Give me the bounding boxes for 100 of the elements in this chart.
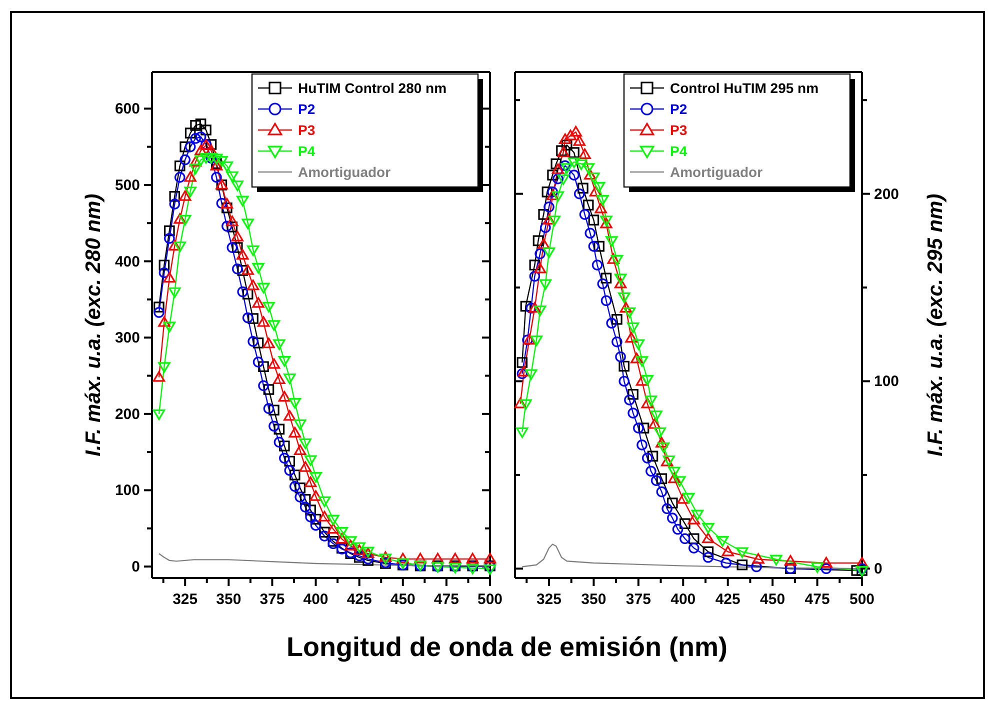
point bbox=[550, 158, 562, 170]
point bbox=[154, 307, 164, 318]
point bbox=[625, 332, 638, 343]
point bbox=[650, 410, 662, 422]
point bbox=[284, 410, 296, 421]
point bbox=[263, 384, 274, 395]
point bbox=[568, 170, 580, 180]
point bbox=[722, 546, 734, 556]
point bbox=[300, 494, 311, 505]
x-tick-label: 350 bbox=[216, 591, 242, 608]
point bbox=[300, 502, 311, 512]
point bbox=[646, 466, 656, 477]
point bbox=[236, 249, 249, 260]
point bbox=[641, 398, 654, 408]
point bbox=[820, 556, 832, 568]
point bbox=[626, 322, 640, 333]
point bbox=[612, 314, 622, 325]
point bbox=[534, 306, 546, 316]
point bbox=[231, 230, 244, 242]
point bbox=[466, 564, 479, 574]
point bbox=[190, 120, 201, 131]
point bbox=[736, 559, 748, 570]
point bbox=[691, 510, 704, 520]
point bbox=[592, 182, 606, 192]
point bbox=[206, 139, 217, 150]
x-tick-label: 375 bbox=[260, 591, 285, 608]
point bbox=[525, 369, 538, 380]
point bbox=[573, 135, 586, 146]
point bbox=[169, 191, 180, 202]
point bbox=[528, 302, 541, 313]
point bbox=[632, 339, 645, 350]
point bbox=[284, 465, 296, 476]
point bbox=[158, 316, 170, 327]
point bbox=[529, 270, 540, 282]
legend-label: P2 bbox=[298, 101, 316, 117]
point bbox=[226, 215, 238, 226]
point bbox=[647, 450, 658, 462]
point bbox=[278, 356, 290, 367]
point bbox=[304, 455, 317, 466]
point bbox=[310, 514, 322, 525]
point bbox=[688, 514, 700, 524]
point bbox=[618, 292, 630, 303]
point bbox=[252, 356, 264, 368]
point bbox=[680, 533, 690, 544]
point bbox=[226, 171, 238, 182]
point bbox=[294, 419, 306, 430]
point bbox=[607, 253, 620, 264]
point bbox=[688, 533, 700, 544]
point bbox=[194, 155, 207, 166]
y-tick-label: 400 bbox=[114, 253, 140, 270]
point bbox=[648, 418, 661, 429]
point bbox=[751, 561, 762, 572]
point bbox=[614, 278, 627, 288]
point bbox=[184, 141, 196, 152]
point bbox=[579, 209, 590, 220]
point bbox=[304, 476, 317, 488]
point bbox=[190, 133, 201, 144]
point bbox=[529, 260, 540, 270]
point bbox=[650, 475, 662, 486]
y2-tick-label: 100 bbox=[874, 373, 900, 390]
point bbox=[615, 351, 626, 362]
y-tick-label: 500 bbox=[114, 176, 140, 194]
point bbox=[274, 424, 285, 435]
point bbox=[154, 302, 164, 312]
point bbox=[538, 238, 550, 249]
point bbox=[624, 394, 635, 406]
x-tick-label: 500 bbox=[849, 591, 875, 608]
point bbox=[379, 554, 392, 564]
point bbox=[588, 214, 600, 226]
legend-label: Amortiguador bbox=[670, 164, 764, 180]
point bbox=[540, 222, 551, 233]
point bbox=[589, 186, 602, 196]
point bbox=[232, 264, 243, 274]
point bbox=[770, 554, 782, 566]
x-tick-label: 350 bbox=[581, 591, 606, 608]
point bbox=[584, 228, 596, 239]
point bbox=[588, 172, 600, 184]
point bbox=[677, 493, 690, 504]
point bbox=[268, 320, 280, 331]
legend-label: P4 bbox=[670, 143, 688, 159]
point bbox=[612, 336, 622, 348]
point bbox=[299, 461, 312, 472]
point bbox=[180, 154, 191, 166]
y-tick-label: 600 bbox=[114, 100, 140, 118]
y-tick-label: 200 bbox=[114, 406, 140, 423]
point bbox=[180, 141, 191, 152]
point bbox=[561, 140, 572, 150]
point bbox=[226, 222, 238, 232]
point bbox=[641, 374, 654, 386]
point bbox=[530, 336, 543, 346]
point bbox=[597, 278, 608, 290]
point bbox=[294, 444, 306, 456]
point bbox=[327, 523, 340, 534]
point bbox=[344, 536, 357, 547]
point bbox=[547, 186, 558, 198]
point bbox=[237, 286, 248, 298]
point bbox=[284, 374, 296, 384]
point bbox=[520, 300, 532, 312]
point bbox=[560, 163, 573, 174]
point bbox=[638, 422, 650, 434]
